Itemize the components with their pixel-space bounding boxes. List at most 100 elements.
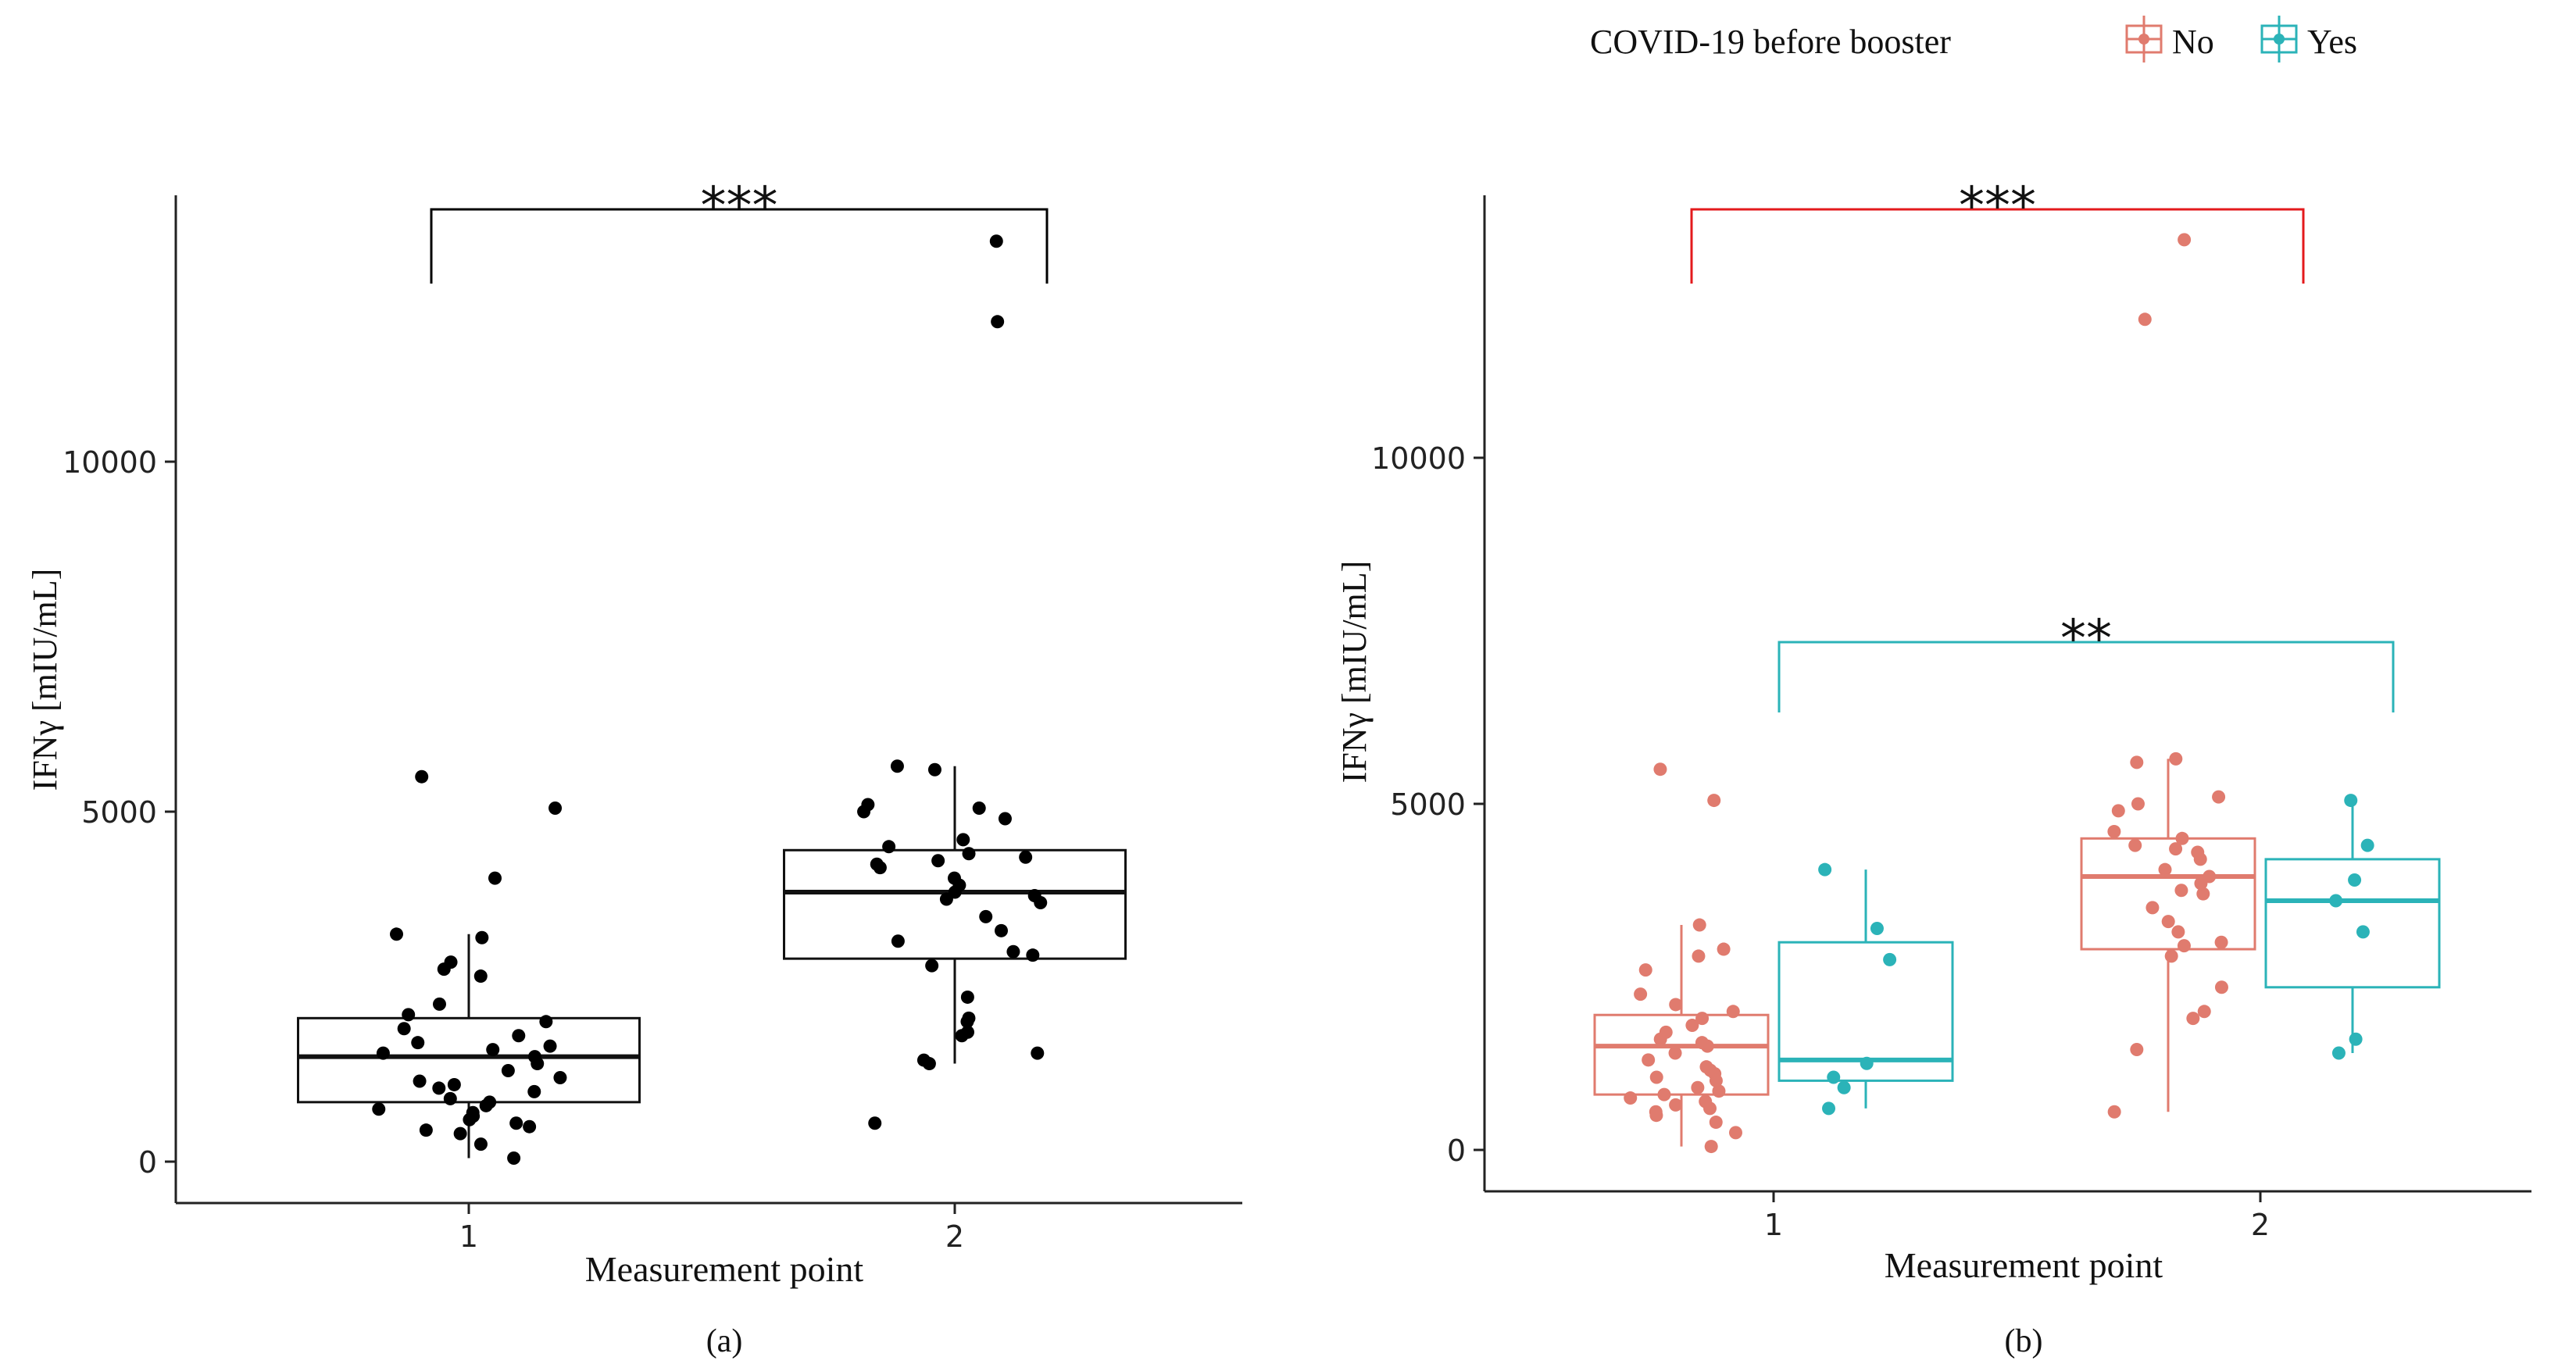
panel-b-no-data-point <box>2107 1105 2121 1119</box>
panel-b-y-axis-label: IFNγ [mIU/mL] <box>1335 561 1374 784</box>
panel-a-data-point <box>960 990 974 1004</box>
panel-a-caption: (a) <box>706 1323 743 1359</box>
panel-b-no-significance-bracket <box>1690 208 2305 284</box>
panel-b-no-data-point <box>2177 939 2191 953</box>
panel-a-data-point <box>991 315 1005 329</box>
panel-b-no-data-point <box>1657 1087 1671 1101</box>
panel-a-box-iqr <box>297 1016 641 1104</box>
panel-b-yes-data-point <box>2356 925 2370 939</box>
panel-b-yes-significance-bracket <box>1777 641 2395 712</box>
panel-a-data-point <box>927 762 941 777</box>
panel-a-data-point <box>916 1053 931 1067</box>
panel-b-yes-box-iqr <box>2264 858 2441 989</box>
panel-b-no-data-point <box>2186 1012 2200 1026</box>
panel-b-no-data-point <box>2174 884 2188 898</box>
panel-a-data-point <box>473 969 488 984</box>
panel-a-data-point <box>389 927 403 941</box>
panel-a-y-tick-label: 5000 <box>81 795 157 830</box>
panel-b-no-data-point <box>1707 794 1721 808</box>
panel-b-x-tick-label: 2 <box>2251 1208 2270 1242</box>
panel-b-no-box-2 <box>2080 759 2256 1112</box>
panel-a-data-point <box>1026 948 1040 962</box>
legend-title: COVID-19 before booster <box>1590 23 1951 61</box>
panel-b-no-data-point <box>2203 869 2217 884</box>
panel-a-data-point <box>415 769 429 784</box>
panel-b-yes-box-iqr <box>1777 941 1954 1082</box>
panel-a-x-axis-label: Measurement point <box>585 1249 864 1289</box>
panel-a-data-point <box>979 909 993 923</box>
panel-a-significance-label: *** <box>701 176 778 236</box>
panel-b-yes-significance-label: ** <box>2060 609 2112 669</box>
panel-a-data-point <box>466 1105 480 1119</box>
panel-b-no-data-point <box>1709 1116 1723 1130</box>
panel-b-no-data-point <box>1691 1080 1705 1094</box>
panel-b-points <box>1624 233 2374 1154</box>
panel-b-yes-data-point <box>2348 873 2362 887</box>
panel-a-data-point <box>956 833 970 847</box>
panel-b-no-data-point <box>1638 963 1652 977</box>
panel-a-data-point <box>486 1043 500 1057</box>
panel-b-no-data-point <box>2169 842 2183 856</box>
panel-b-no-data-point <box>1704 1140 1718 1154</box>
panel-b-no-data-point <box>2212 790 2226 804</box>
panel-a-data-point <box>507 1151 521 1166</box>
panel-b-no-data-point <box>1649 1070 1663 1084</box>
panel-a-data-point <box>488 871 502 885</box>
panel-a-data-point <box>372 1102 386 1116</box>
panel-a-x-tick-label: 1 <box>459 1219 478 1254</box>
panel-a-data-point <box>1006 944 1020 959</box>
panel-b-yes-data-point <box>2360 838 2374 852</box>
panel-a-data-point <box>925 959 939 973</box>
panel-b-y-tick-label: 5000 <box>1390 787 1466 822</box>
panel-a-data-point <box>447 1077 461 1091</box>
panel-a-data-point <box>961 1025 975 1039</box>
panel-a-data-point <box>527 1084 541 1098</box>
panel-b-no-data-point <box>2178 233 2192 247</box>
legend-label-yes: Yes <box>2307 23 2357 61</box>
panel-b-no-data-point <box>1728 1126 1742 1140</box>
panel-a-significance-bracket <box>430 208 1049 284</box>
panel-a-points <box>372 234 1048 1166</box>
panel-a-chart: *** 0 5000 10000 1 2 Measurement point IFNγ … <box>26 176 1242 1359</box>
legend-key-no <box>2125 16 2163 62</box>
panel-b-no-data-point <box>2161 915 2175 929</box>
panel-a-data-point <box>870 857 884 871</box>
panel-b-x-axis-label: Measurement point <box>1885 1245 2163 1285</box>
panel-a-data-point <box>483 1095 497 1109</box>
panel-b-no-significance-label: *** <box>1959 176 2036 236</box>
panel-a-data-point <box>947 871 961 885</box>
panel-b-no-data-point <box>1659 1025 1673 1039</box>
panel-a-data-point <box>882 840 896 854</box>
panel-b-no-data-point <box>1668 1046 1682 1060</box>
panel-b-no-box-iqr <box>2080 837 2256 951</box>
panel-a-data-point <box>989 234 1003 248</box>
panel-b-no-data-point <box>2131 797 2145 811</box>
panel-a-data-point <box>1019 850 1033 864</box>
panel-a-box-iqr <box>783 848 1127 960</box>
panel-b-no-data-point <box>2128 838 2142 852</box>
panel-b-yes-data-point <box>1822 1101 1836 1116</box>
legend: COVID-19 before booster No Yes <box>1590 16 2357 62</box>
panel-b-no-data-point <box>2169 752 2183 766</box>
panel-a-data-point <box>432 997 446 1011</box>
panel-a-box-2 <box>783 766 1127 1064</box>
panel-b-no-data-point <box>2130 755 2144 769</box>
panel-a-data-point <box>432 1081 446 1095</box>
panel-b-no-data-point <box>2164 949 2178 963</box>
panel-b-no-data-point <box>1642 1053 1656 1067</box>
panel-b-yes-box-1 <box>1777 869 1954 1109</box>
panel-a-data-point <box>523 1119 537 1134</box>
panel-b-no-data-point <box>1695 1036 1709 1050</box>
panel-b-yes-data-point <box>1860 1056 1874 1070</box>
panel-a-data-point <box>548 802 563 816</box>
panel-b-yes-box-2 <box>2264 800 2441 1053</box>
panel-a-data-point <box>553 1070 567 1084</box>
panel-a-data-point <box>453 1126 467 1141</box>
panel-b-no-data-point <box>1699 1060 1713 1074</box>
panel-a-data-point <box>419 1123 433 1137</box>
panel-b-no-data-point <box>1692 918 1706 932</box>
panel-a-data-point <box>1027 889 1041 903</box>
panel-a-data-point <box>527 1050 541 1064</box>
panel-b-yes-data-point <box>1870 921 1884 935</box>
